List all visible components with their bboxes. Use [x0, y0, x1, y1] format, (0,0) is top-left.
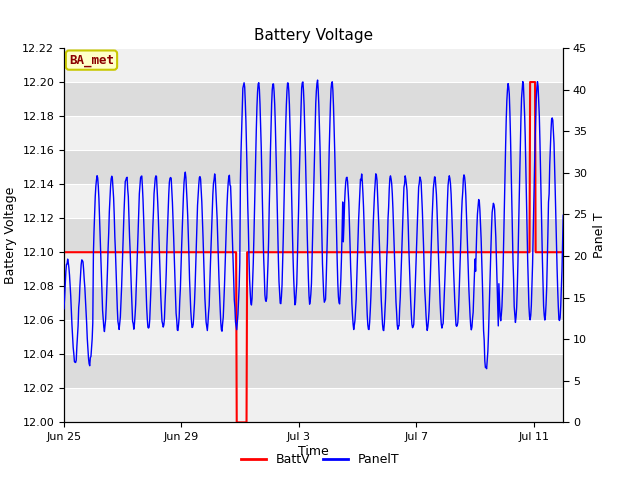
Bar	[64, 116, 563, 150]
Bar	[64, 184, 563, 218]
Text: BA_met: BA_met	[69, 54, 114, 67]
Y-axis label: Battery Voltage: Battery Voltage	[4, 187, 17, 284]
Bar	[64, 354, 563, 388]
Bar	[64, 286, 563, 320]
Bar	[64, 252, 563, 286]
Bar	[64, 48, 563, 82]
Bar	[64, 320, 563, 354]
Bar	[64, 388, 563, 422]
Legend: BattV, PanelT: BattV, PanelT	[236, 448, 404, 471]
Bar	[64, 218, 563, 252]
X-axis label: Time: Time	[298, 445, 329, 458]
Bar	[64, 150, 563, 184]
Title: Battery Voltage: Battery Voltage	[254, 28, 373, 43]
Bar	[64, 82, 563, 116]
Y-axis label: Panel T: Panel T	[593, 212, 605, 258]
